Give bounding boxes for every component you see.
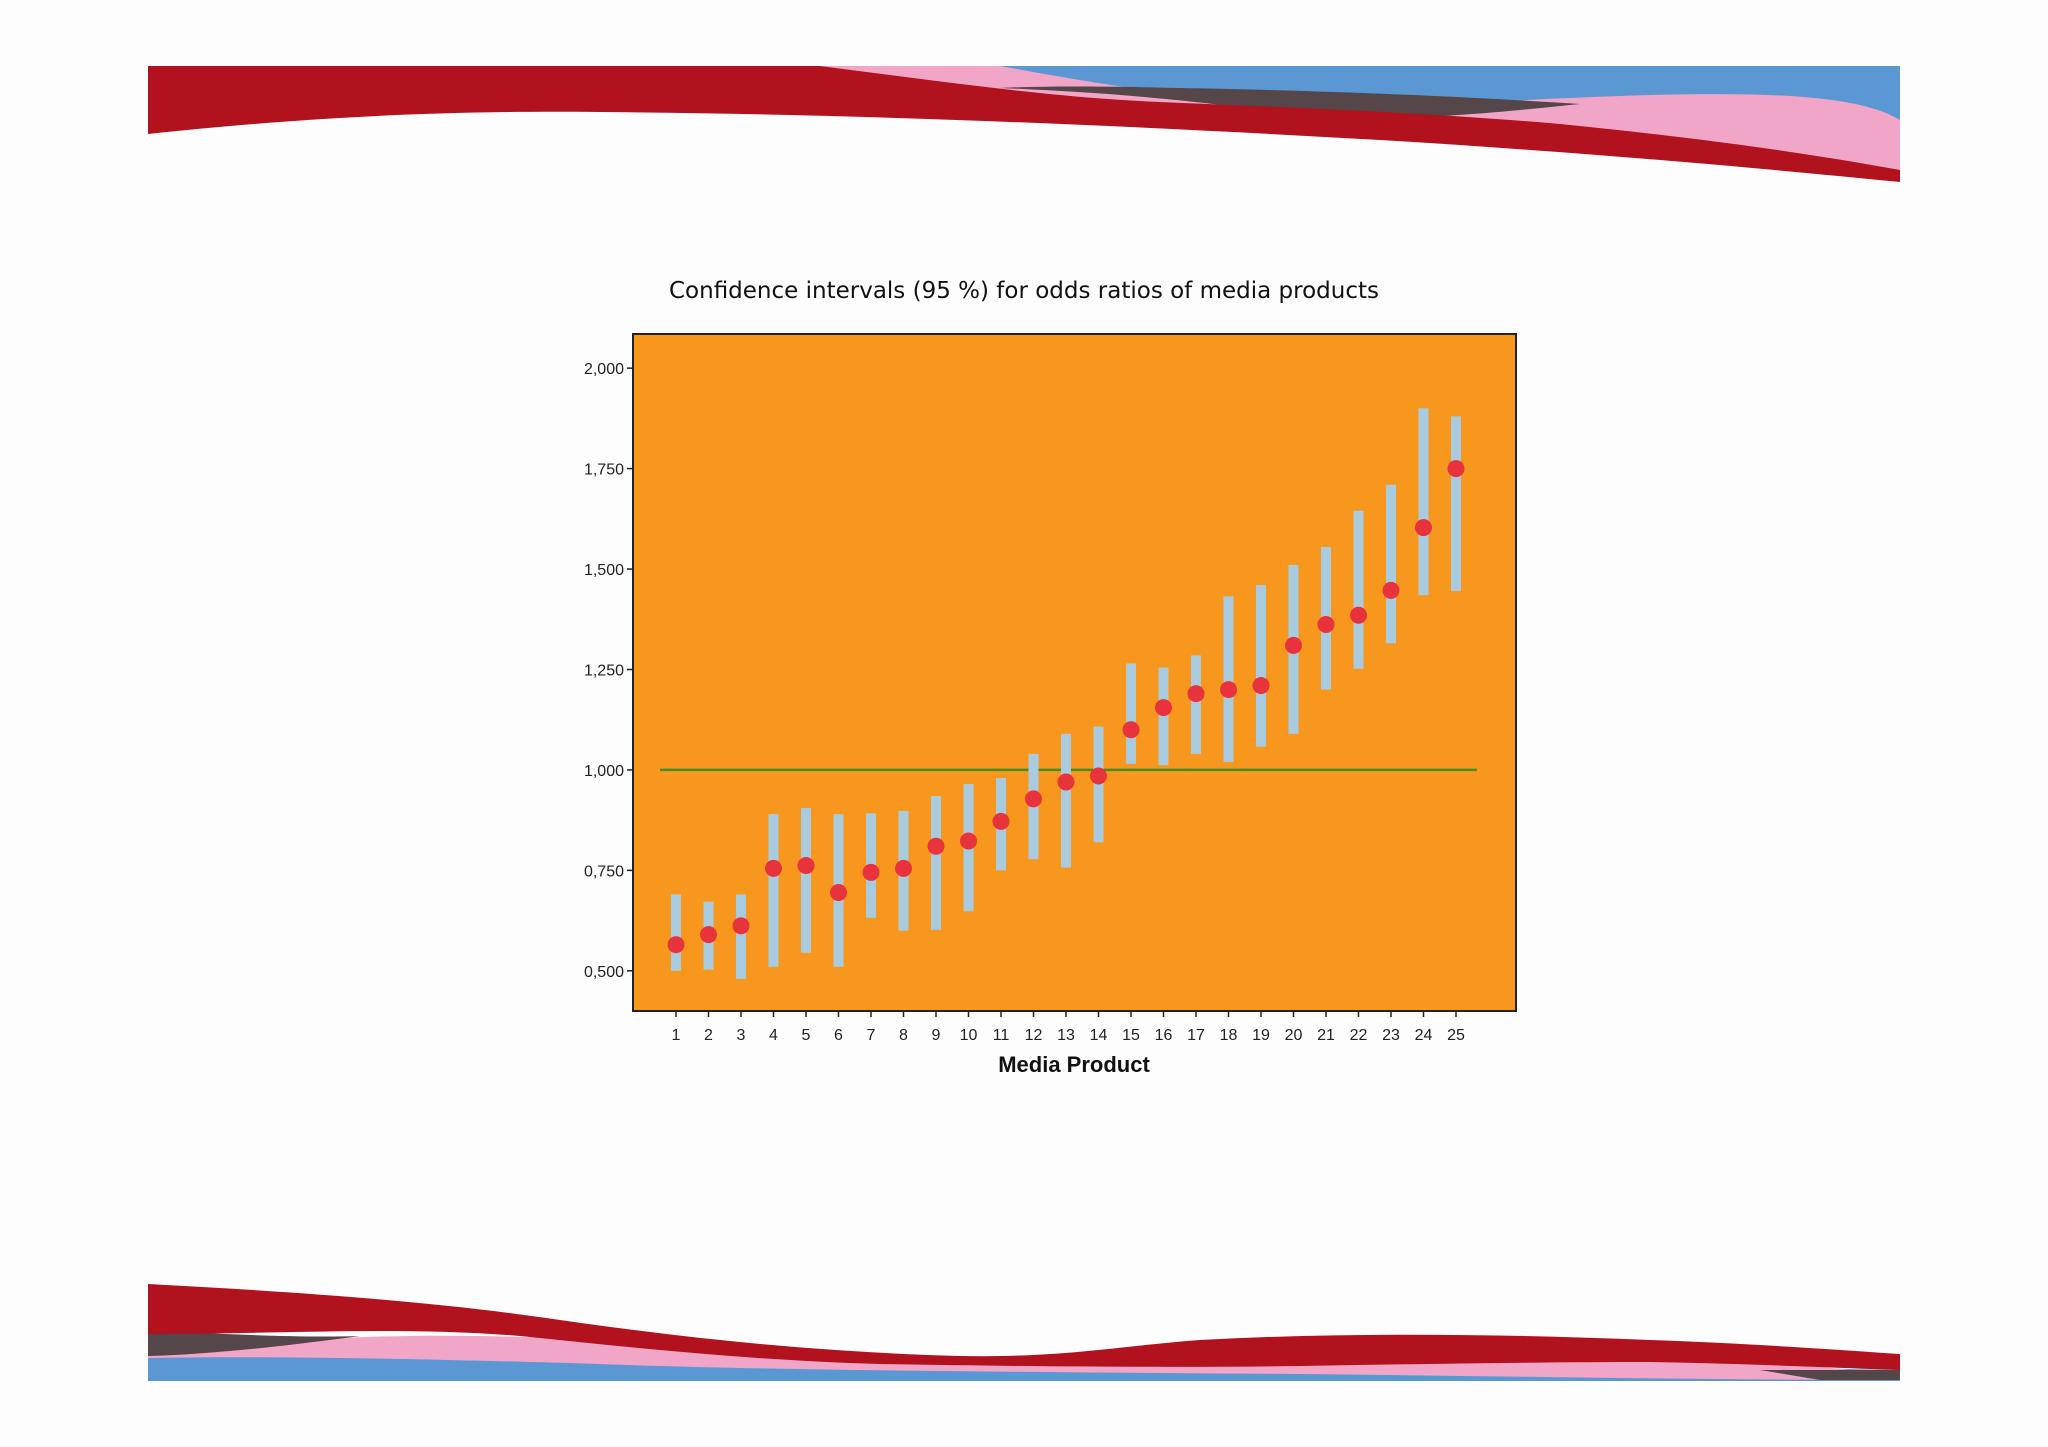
odds-ratio-point bbox=[732, 917, 750, 935]
top-wave-dark bbox=[1000, 86, 1580, 118]
odds-ratio-point bbox=[1252, 677, 1270, 695]
odds-ratio-point bbox=[960, 832, 977, 850]
odds-ratio-point bbox=[927, 837, 945, 855]
ci-bar bbox=[736, 894, 746, 979]
x-tick-label: 16 bbox=[1155, 1027, 1173, 1044]
odds-ratio-point bbox=[1155, 699, 1172, 717]
y-tick-label: 1,250 bbox=[584, 662, 624, 679]
odds-ratio-point bbox=[1090, 767, 1107, 785]
x-tick-label: 8 bbox=[899, 1027, 908, 1044]
x-tick-label: 21 bbox=[1317, 1027, 1335, 1044]
odds-ratio-point bbox=[992, 812, 1010, 830]
ci-bar bbox=[1191, 655, 1201, 754]
ci-bar bbox=[768, 814, 779, 967]
ci-bar bbox=[1451, 416, 1461, 592]
odds-ratio-point bbox=[862, 863, 880, 881]
x-tick-label: 24 bbox=[1415, 1027, 1433, 1044]
plot-area bbox=[632, 333, 1517, 1012]
x-tick-label: 7 bbox=[867, 1027, 876, 1044]
odds-ratio-point bbox=[1220, 681, 1237, 699]
x-tick-label: 4 bbox=[769, 1027, 778, 1044]
odds-ratio-point bbox=[1382, 581, 1400, 599]
top-wave-blue bbox=[960, 66, 1900, 125]
x-tick-label: 25 bbox=[1447, 1027, 1465, 1044]
odds-ratio-point bbox=[700, 926, 717, 944]
x-tick-label: 2 bbox=[704, 1027, 713, 1044]
top-wave-red bbox=[148, 66, 1900, 182]
x-tick-label: 6 bbox=[834, 1027, 843, 1044]
y-tick-label: 0,500 bbox=[584, 964, 624, 981]
ci-bar bbox=[1158, 667, 1169, 766]
x-axis-title: Media Product bbox=[998, 1052, 1150, 1077]
x-tick-label: 3 bbox=[737, 1027, 746, 1044]
x-tick-label: 9 bbox=[932, 1027, 941, 1044]
odds-ratio-point bbox=[765, 859, 782, 877]
ci-bar bbox=[1418, 408, 1429, 596]
x-tick-label: 23 bbox=[1382, 1027, 1400, 1044]
x-tick-label: 14 bbox=[1090, 1027, 1108, 1044]
y-tick-label: 1,000 bbox=[584, 763, 624, 780]
chart-title: Confidence intervals (95 %) for odds rat… bbox=[668, 278, 1379, 304]
x-tick-label: 12 bbox=[1025, 1027, 1043, 1044]
x-tick-label: 5 bbox=[802, 1027, 811, 1044]
x-tick-label: 11 bbox=[993, 1027, 1010, 1044]
odds-ratio-point bbox=[1415, 519, 1432, 537]
x-tick-label: 17 bbox=[1187, 1027, 1205, 1044]
ci-bar bbox=[1256, 585, 1266, 747]
y-axis: 0,500 0,750 1,000 1,250 1,500 1,750 2,000 bbox=[584, 361, 633, 981]
y-tick-label: 2,000 bbox=[584, 361, 624, 378]
x-tick-label: 22 bbox=[1350, 1027, 1368, 1044]
x-tick-label: 1 bbox=[672, 1027, 681, 1044]
top-wave-banner bbox=[148, 66, 1900, 182]
x-tick-label: 20 bbox=[1285, 1027, 1303, 1044]
y-tick-label: 1,500 bbox=[584, 562, 624, 579]
odds-ratio-point bbox=[1122, 721, 1140, 739]
odds-ratio-point bbox=[1057, 773, 1075, 791]
ci-bar bbox=[671, 894, 681, 971]
odds-ratio-point bbox=[895, 859, 912, 877]
ci-bar bbox=[801, 808, 811, 953]
x-tick-label: 15 bbox=[1122, 1027, 1140, 1044]
ci-bar bbox=[1223, 596, 1234, 762]
x-axis: 1 2 3 4 5 6 7 8 9 10 11 12 13 14 15 16 17 18 19 20 21 22 23 24 2… bbox=[672, 1011, 1465, 1044]
odds-ratio-point bbox=[830, 883, 847, 901]
odds-ratio-point bbox=[1317, 615, 1335, 633]
x-tick-label: 19 bbox=[1252, 1027, 1270, 1044]
odds-ratio-point bbox=[1350, 606, 1367, 624]
x-tick-label: 18 bbox=[1220, 1027, 1238, 1044]
ci-bar bbox=[1353, 510, 1364, 669]
odds-ratio-point bbox=[797, 857, 815, 875]
ci-bar bbox=[1126, 663, 1136, 764]
ci-bar bbox=[931, 796, 941, 930]
y-tick-label: 0,750 bbox=[584, 863, 624, 880]
odds-ratio-point bbox=[1285, 636, 1302, 654]
odds-ratio-point bbox=[667, 936, 685, 954]
ci-bar bbox=[1386, 484, 1396, 644]
x-tick-label: 10 bbox=[960, 1027, 978, 1044]
odds-ratio-points bbox=[667, 460, 1465, 954]
odds-ratio-point bbox=[1187, 685, 1205, 703]
ci-bar bbox=[1061, 733, 1071, 868]
odds-ratio-point bbox=[1447, 460, 1465, 478]
y-tick-label: 1,750 bbox=[584, 462, 624, 479]
x-tick-label: 13 bbox=[1057, 1027, 1075, 1044]
odds-ratio-point bbox=[1025, 790, 1042, 808]
